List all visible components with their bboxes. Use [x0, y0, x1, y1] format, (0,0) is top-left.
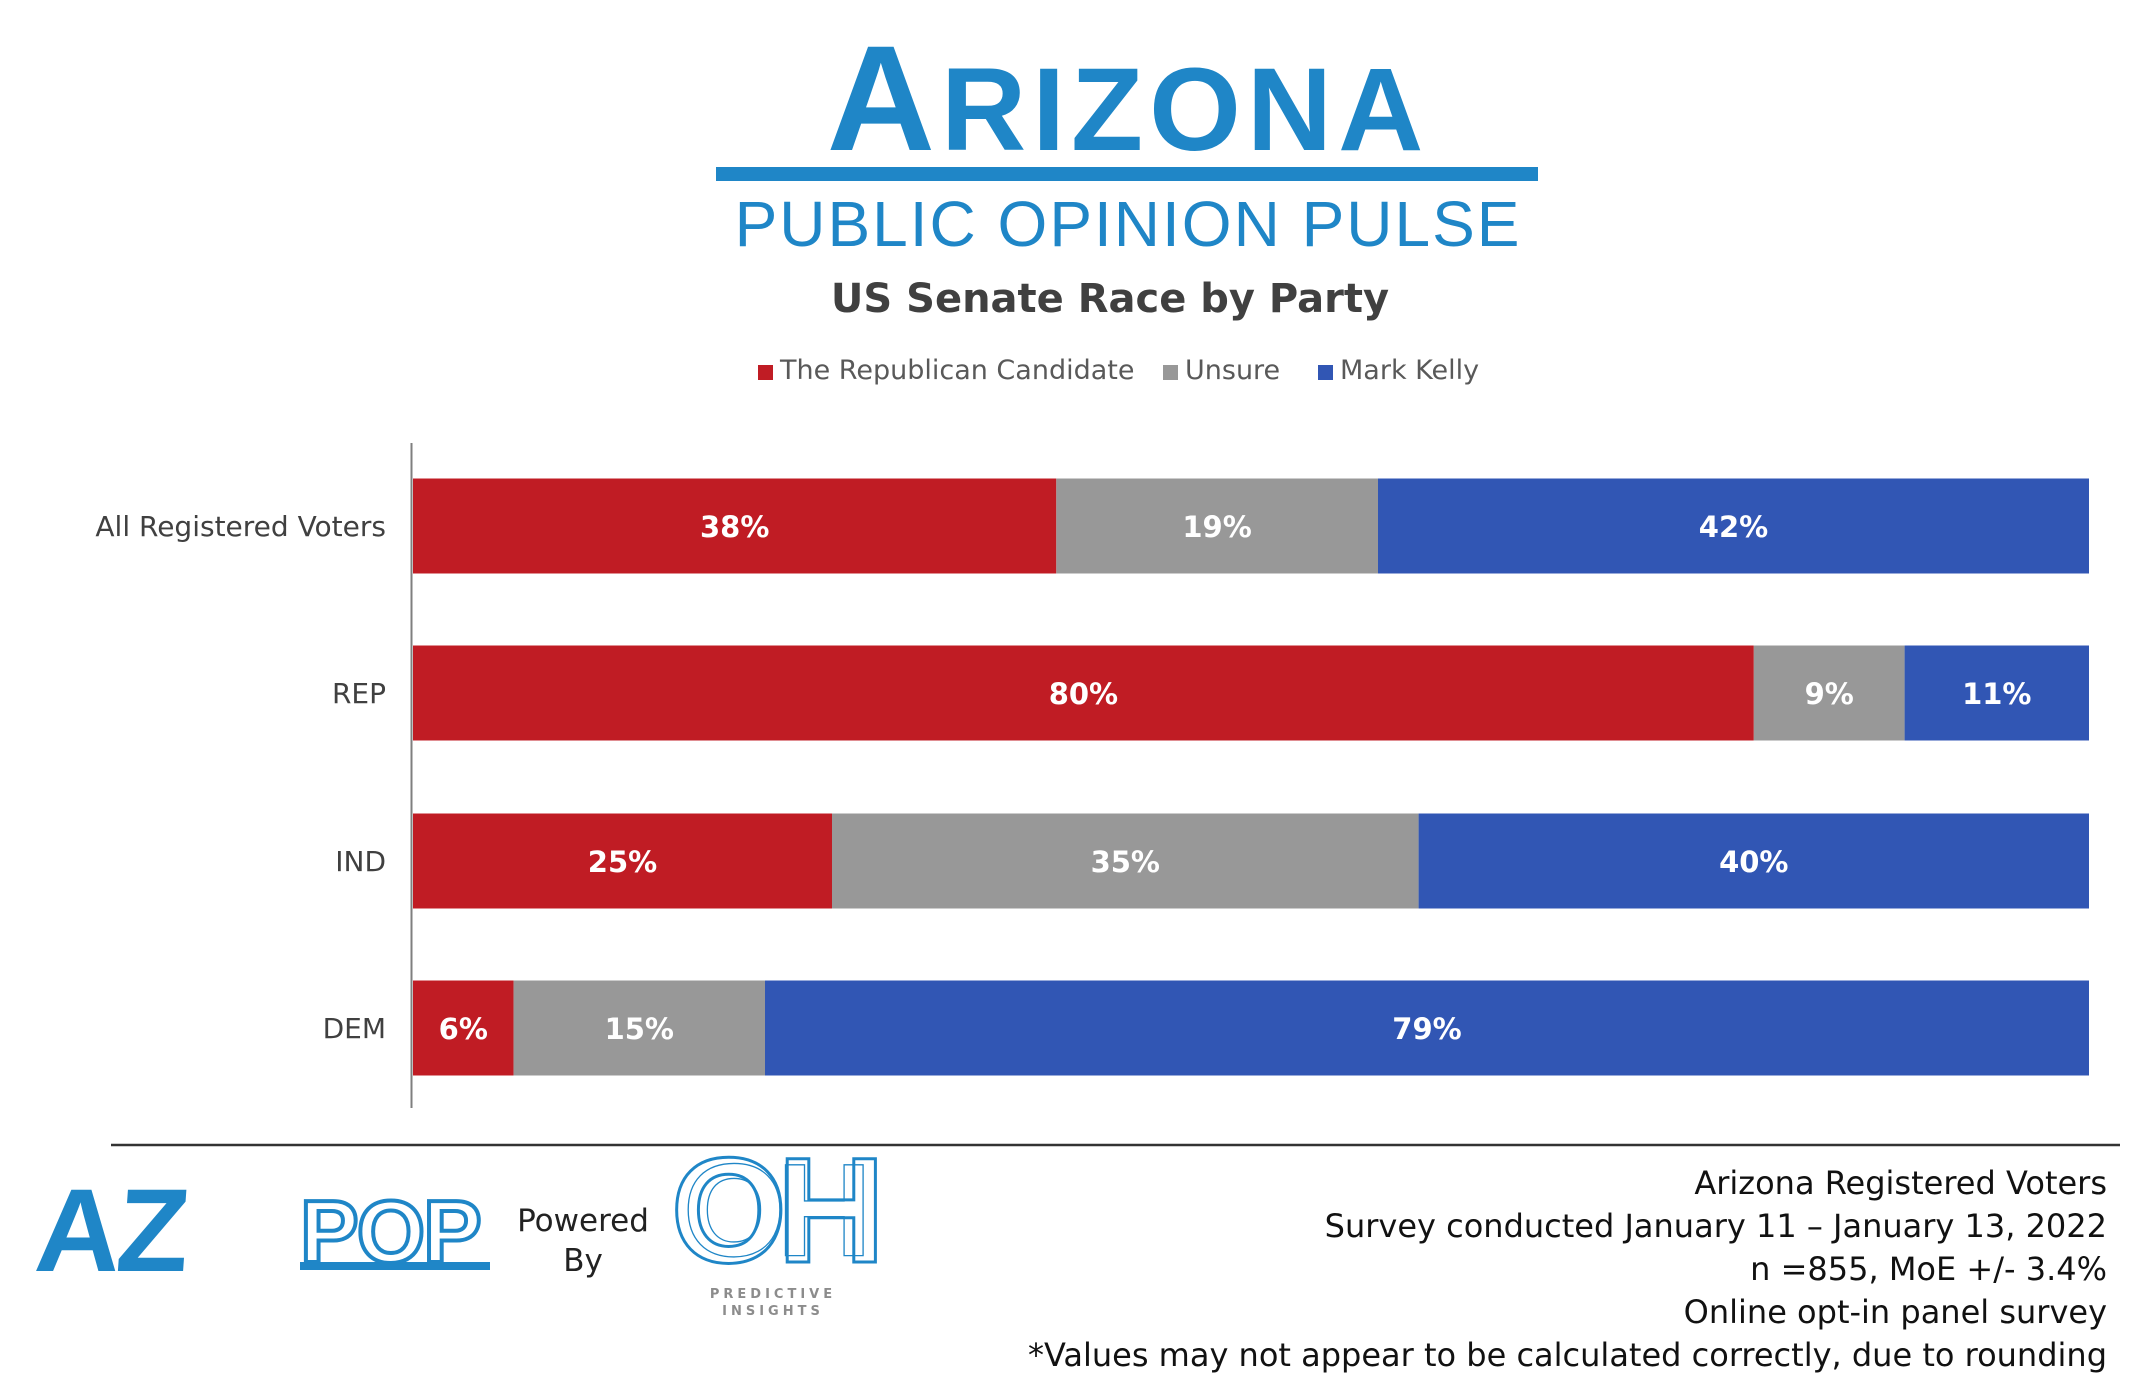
footer: AZ POP Powered By OH OH PREDICTIVE INSIG…	[31, 1125, 2107, 1375]
data-label-ind-unsure: 35%	[1091, 845, 1160, 879]
legend-swatch	[1163, 365, 1178, 380]
data-label-ind-mark-kelly: 40%	[1719, 845, 1788, 879]
category-label-all-registered-voters: All Registered Voters	[95, 510, 386, 543]
bar-ind-the-republican-candidate	[413, 813, 832, 909]
bar-dem-the-republican-candidate	[413, 980, 514, 1076]
survey-note-3: n =855, MoE +/- 3.4%	[1750, 1250, 2107, 1288]
survey-note-4: Online opt-in panel survey	[1684, 1293, 2107, 1331]
oh-logo-mark-inner: OH	[683, 1137, 864, 1284]
oh-predictive-insights-logo: OH OH PREDICTIVE INSIGHTS	[669, 1125, 888, 1320]
survey-note-2: Survey conducted January 11 – January 13…	[1325, 1207, 2107, 1245]
category-label-dem: DEM	[323, 1012, 386, 1045]
data-label-rep-mark-kelly: 11%	[1962, 677, 2031, 711]
data-label-all-registered-voters-unsure: 19%	[1182, 510, 1251, 544]
legend-label: Unsure	[1185, 355, 1280, 386]
chart-title: US Senate Race by Party	[831, 276, 1389, 322]
azpop-logo-underline	[300, 1262, 490, 1270]
data-label-dem-mark-kelly: 79%	[1392, 1012, 1461, 1046]
category-label-ind: IND	[335, 845, 386, 878]
legend-label: The Republican Candidate	[779, 355, 1134, 386]
brand-title: ARIZONA	[827, 14, 1430, 182]
category-label-rep: REP	[332, 677, 386, 710]
oh-logo-caption-1: PREDICTIVE	[710, 1287, 836, 1302]
powered-by-line-1: Powered	[517, 1203, 649, 1239]
bar-rep-mark-kelly	[1904, 645, 2089, 741]
legend-item-unsure: Unsure	[1163, 355, 1280, 386]
bar-ind-unsure	[832, 813, 1419, 909]
oh-logo-mark: OH	[671, 1126, 877, 1294]
bar-rep-unsure	[1753, 645, 1905, 741]
data-label-dem-the-republican-candidate: 6%	[439, 1012, 488, 1046]
bar-ind-mark-kelly	[1418, 813, 2089, 909]
data-label-rep-unsure: 9%	[1805, 677, 1854, 711]
legend-label: Mark Kelly	[1340, 355, 1479, 386]
azpop-logo-az: AZ	[31, 1165, 190, 1297]
data-label-all-registered-voters-the-republican-candidate: 38%	[700, 510, 769, 544]
bar-dem-unsure	[513, 980, 765, 1076]
legend-swatch	[758, 365, 773, 380]
brand-subtitle: PUBLIC OPINION PULSE	[735, 188, 1522, 260]
data-label-all-registered-voters-mark-kelly: 42%	[1699, 510, 1768, 544]
brand-header: ARIZONA PUBLIC OPINION PULSE	[716, 14, 1538, 260]
survey-notes: Arizona Registered Voters Survey conducte…	[1028, 1164, 2107, 1374]
legend-item-the-republican-candidate: The Republican Candidate	[758, 355, 1134, 386]
azpop-logo: AZ POP	[31, 1165, 490, 1297]
bar-all-registered-voters-unsure	[1056, 478, 1378, 574]
chart-legend: The Republican Candidate Unsure Mark Kelly	[758, 355, 1479, 386]
legend-swatch	[1318, 365, 1333, 380]
bar-rep-the-republican-candidate	[413, 645, 1754, 741]
oh-logo-caption-2: INSIGHTS	[722, 1304, 824, 1319]
powered-by-line-2: By	[563, 1243, 603, 1279]
brand-underline	[716, 167, 1538, 181]
stacked-bar-chart: All Registered Voters 38% 19% 42% REP 80% 9% 11…	[95, 443, 2089, 1108]
survey-note-1: Arizona Registered Voters	[1694, 1164, 2107, 1202]
bar-all-registered-voters-the-republican-candidate	[413, 478, 1057, 574]
legend-item-mark-kelly: Mark Kelly	[1318, 355, 1479, 386]
bar-dem-mark-kelly	[765, 980, 2089, 1076]
bar-all-registered-voters-mark-kelly	[1378, 478, 2089, 574]
data-label-dem-unsure: 15%	[605, 1012, 674, 1046]
data-label-rep-the-republican-candidate: 80%	[1049, 677, 1118, 711]
survey-note-5: *Values may not appear to be calculated …	[1028, 1336, 2107, 1374]
data-label-ind-the-republican-candidate: 25%	[588, 845, 657, 879]
